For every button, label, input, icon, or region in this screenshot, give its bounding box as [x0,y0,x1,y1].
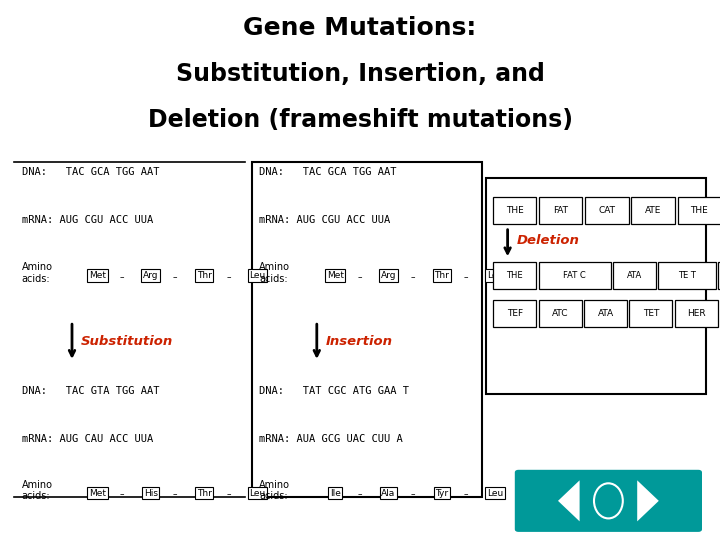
Bar [585,197,629,224]
Text: FAT C: FAT C [563,271,586,280]
Text: Ile: Ile [330,489,341,498]
Text: CAT: CAT [598,206,616,215]
Text: Leu: Leu [249,489,266,498]
Text: Thr: Thr [197,489,212,498]
Text: DNA:   TAC GCA TGG AAT: DNA: TAC GCA TGG AAT [259,167,397,178]
Bar [675,300,718,327]
Bar [678,197,720,224]
Bar [539,262,611,289]
Text: ATA: ATA [598,309,613,318]
Text: Substitution: Substitution [81,335,173,348]
Text: THE: THE [506,271,523,280]
Bar [631,197,675,224]
Text: –: – [357,490,361,500]
Ellipse shape [594,483,623,518]
Text: Met: Met [89,271,106,280]
Text: –: – [120,490,124,500]
Text: –: – [226,273,230,282]
Text: ATA: ATA [626,271,642,280]
Bar [493,262,536,289]
Text: Met: Met [89,489,106,498]
Text: Amino
acids:: Amino acids: [22,480,53,501]
Text: TE T: TE T [678,271,696,280]
Bar [629,300,672,327]
Text: Arg: Arg [381,271,396,280]
Text: Thr: Thr [197,271,212,280]
Text: mRNA: AUG CGU ACC UUA: mRNA: AUG CGU ACC UUA [259,215,390,225]
Text: –: – [173,273,177,282]
Text: DNA:   TAC GCA TGG AAT: DNA: TAC GCA TGG AAT [22,167,159,178]
Text: –: – [464,490,468,500]
Text: Met: Met [327,271,343,280]
Text: –: – [410,273,415,282]
Text: –: – [226,490,230,500]
Text: Arg: Arg [143,271,158,280]
Text: mRNA: AUA GCG UAC CUU A: mRNA: AUA GCG UAC CUU A [259,434,403,444]
Bar [493,300,536,327]
Text: Leu: Leu [487,489,503,498]
Bar [584,300,627,327]
Text: Tyr: Tyr [435,489,449,498]
Text: –: – [120,273,124,282]
Text: Insertion: Insertion [325,335,392,348]
Text: Amino
acids:: Amino acids: [259,262,290,284]
Bar [252,162,482,497]
Text: mRNA: AUG CGU ACC UUA: mRNA: AUG CGU ACC UUA [22,215,153,225]
Text: THE: THE [506,206,523,215]
Text: Substitution, Insertion, and: Substitution, Insertion, and [176,62,544,86]
Text: TET: TET [643,309,659,318]
Text: mRNA: AUG CAU ACC UUA: mRNA: AUG CAU ACC UUA [22,434,153,444]
Text: Amino
acids:: Amino acids: [22,262,53,284]
FancyBboxPatch shape [515,470,702,532]
Text: THE: THE [690,206,708,215]
Text: FAT: FAT [554,206,568,215]
Text: Leu: Leu [249,271,266,280]
Text: Deletion (frameshift mutations): Deletion (frameshift mutations) [148,108,572,132]
Text: Deletion: Deletion [517,234,580,247]
Text: ATE: ATE [645,206,661,215]
Text: Thr: Thr [434,271,449,280]
Text: Leu: Leu [487,271,503,280]
Bar [613,262,656,289]
Polygon shape [637,481,659,522]
Bar [493,197,536,224]
Text: –: – [357,273,361,282]
Text: –: – [173,490,177,500]
Text: Ala: Ala [382,489,395,498]
Text: –: – [410,490,415,500]
Text: ATC: ATC [552,309,568,318]
Text: TEF: TEF [507,309,523,318]
Text: Gene Mutations:: Gene Mutations: [243,16,477,40]
Text: Amino
acids:: Amino acids: [259,480,290,501]
Bar [718,262,720,289]
Text: –: – [464,273,468,282]
Bar [539,197,582,224]
Polygon shape [558,481,580,522]
Text: DNA:   TAT CGC ATG GAA T: DNA: TAT CGC ATG GAA T [259,386,409,396]
Text: His: His [144,489,158,498]
Text: DNA:   TAC GTA TGG AAT: DNA: TAC GTA TGG AAT [22,386,159,396]
Text: HER: HER [687,309,706,318]
Bar [658,262,716,289]
Bar [486,178,706,394]
Bar [539,300,582,327]
